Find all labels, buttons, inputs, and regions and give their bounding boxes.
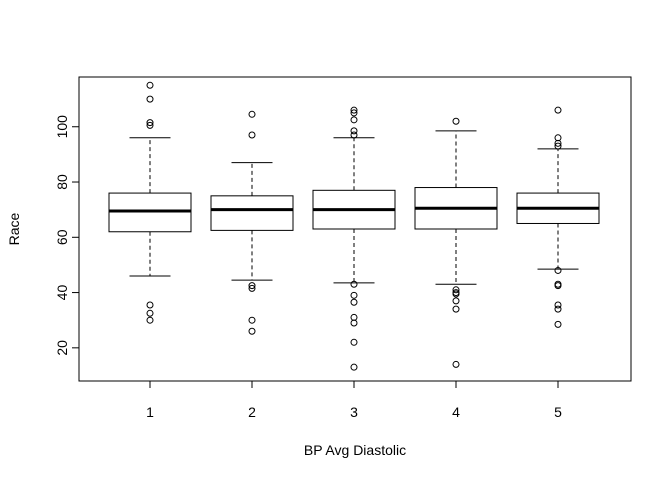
outlier-point [554, 266, 562, 274]
y-tick-label: 40 [54, 285, 70, 301]
outlier-point [350, 127, 358, 135]
outlier-point [146, 316, 154, 324]
outlier-point [248, 282, 256, 290]
outlier-point [350, 298, 358, 306]
outlier-point [350, 131, 358, 139]
box-group-3 [312, 106, 396, 371]
outlier-point [350, 319, 358, 327]
y-tick-label: 100 [54, 115, 70, 139]
outlier-point [452, 305, 460, 313]
box-group-1 [108, 81, 192, 324]
outlier-point [554, 282, 562, 290]
outlier-point [248, 131, 256, 139]
outlier-point [554, 305, 562, 313]
outlier-point [554, 320, 562, 328]
box-group-2 [210, 110, 294, 335]
outlier-point [248, 284, 256, 292]
outlier-point [350, 280, 358, 288]
outlier-point [146, 119, 154, 127]
box-group-5 [516, 106, 600, 328]
y-tick-label: 20 [54, 340, 70, 356]
outlier-point [554, 301, 562, 309]
outlier-point [554, 139, 562, 147]
iqr-box [210, 195, 294, 231]
outlier-point [452, 290, 460, 298]
outlier-point [350, 338, 358, 346]
outlier-point [350, 106, 358, 114]
outlier-point [452, 286, 460, 294]
outlier-point [452, 297, 460, 305]
outlier-point [146, 81, 154, 89]
box-group-4 [414, 117, 498, 368]
outlier-point [554, 106, 562, 114]
outlier-point [350, 116, 358, 124]
outlier-point [350, 291, 358, 299]
outlier-point [146, 95, 154, 103]
boxes [108, 81, 600, 371]
y-axis-label: Race [6, 212, 22, 245]
y-tick-label: 80 [54, 174, 70, 190]
outlier-point [146, 301, 154, 309]
outlier-point [452, 360, 460, 368]
outlier-point [350, 109, 358, 117]
x-tick-label: 2 [248, 404, 256, 420]
y-axis: 20 40 60 80 100 [54, 115, 80, 356]
outlier-point [146, 121, 154, 129]
outlier-point [554, 142, 562, 150]
x-tick-label: 3 [350, 404, 358, 420]
outlier-point [146, 309, 154, 317]
outlier-point [350, 363, 358, 371]
y-tick-label: 60 [54, 229, 70, 245]
x-tick-label: 4 [452, 404, 460, 420]
outlier-point [248, 110, 256, 118]
outlier-point [248, 327, 256, 335]
x-tick-label: 5 [554, 404, 562, 420]
x-axis-label: BP Avg Diastolic [304, 442, 406, 458]
outlier-point [452, 117, 460, 125]
outlier-point [248, 316, 256, 324]
x-tick-label: 1 [146, 404, 154, 420]
x-axis: 1 2 3 4 5 [146, 380, 562, 420]
